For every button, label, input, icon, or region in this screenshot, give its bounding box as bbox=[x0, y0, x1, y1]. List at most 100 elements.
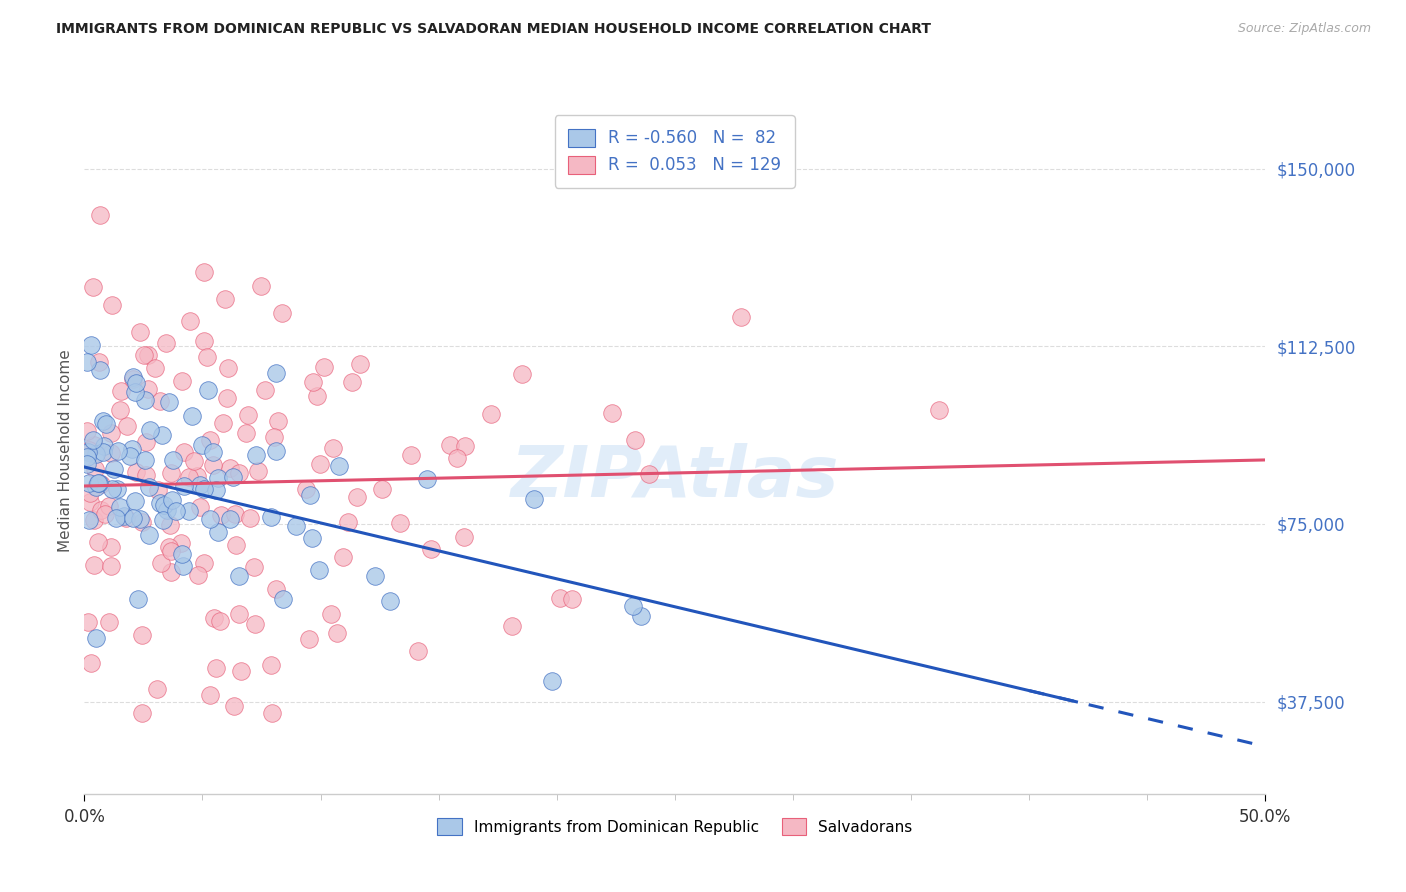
Point bbox=[93, 439, 115, 453]
Point bbox=[371, 483, 394, 497]
Point bbox=[205, 483, 228, 497]
Point bbox=[208, 614, 231, 628]
Point bbox=[76, 424, 98, 438]
Point bbox=[79, 338, 101, 352]
Point bbox=[94, 507, 117, 521]
Point bbox=[155, 335, 177, 350]
Point bbox=[93, 414, 115, 428]
Point bbox=[273, 592, 295, 607]
Point bbox=[228, 466, 250, 480]
Point bbox=[270, 306, 292, 320]
Text: IMMIGRANTS FROM DOMINICAN REPUBLIC VS SALVADORAN MEDIAN HOUSEHOLD INCOME CORRELA: IMMIGRANTS FROM DOMINICAN REPUBLIC VS SA… bbox=[56, 22, 931, 37]
Point bbox=[260, 657, 283, 672]
Point bbox=[134, 393, 156, 408]
Point bbox=[308, 563, 330, 577]
Point bbox=[228, 607, 250, 622]
Point bbox=[146, 681, 169, 696]
Point bbox=[149, 394, 172, 409]
Point bbox=[198, 688, 221, 702]
Point bbox=[162, 452, 184, 467]
Point bbox=[77, 445, 100, 459]
Point bbox=[299, 488, 322, 502]
Point bbox=[90, 502, 112, 516]
Point bbox=[193, 556, 215, 570]
Point bbox=[94, 417, 117, 431]
Point bbox=[222, 470, 245, 484]
Point bbox=[202, 445, 225, 459]
Point bbox=[188, 478, 211, 492]
Point bbox=[253, 383, 276, 397]
Point bbox=[139, 423, 162, 437]
Point bbox=[132, 348, 155, 362]
Point bbox=[98, 499, 121, 513]
Point bbox=[136, 382, 159, 396]
Point bbox=[179, 503, 201, 517]
Point bbox=[420, 541, 443, 556]
Point bbox=[624, 433, 647, 447]
Point bbox=[87, 534, 110, 549]
Point bbox=[165, 504, 187, 518]
Point bbox=[193, 334, 215, 348]
Point bbox=[79, 513, 101, 527]
Point bbox=[301, 375, 323, 389]
Point bbox=[200, 512, 222, 526]
Point bbox=[406, 644, 429, 658]
Point bbox=[122, 372, 145, 386]
Point bbox=[453, 530, 475, 544]
Point bbox=[157, 394, 180, 409]
Point bbox=[332, 550, 354, 565]
Point bbox=[156, 503, 179, 517]
Point bbox=[160, 565, 183, 579]
Point bbox=[131, 628, 153, 642]
Point bbox=[84, 480, 107, 494]
Point bbox=[245, 448, 267, 462]
Point bbox=[117, 418, 139, 433]
Point bbox=[84, 631, 107, 645]
Point bbox=[159, 544, 181, 558]
Point bbox=[202, 610, 225, 624]
Point bbox=[91, 445, 114, 459]
Point bbox=[90, 476, 112, 491]
Point bbox=[159, 517, 181, 532]
Point bbox=[190, 438, 212, 452]
Point bbox=[207, 524, 229, 539]
Point bbox=[103, 462, 125, 476]
Point bbox=[105, 511, 128, 525]
Point bbox=[267, 414, 290, 428]
Point bbox=[179, 314, 201, 328]
Point bbox=[134, 453, 156, 467]
Point bbox=[82, 433, 104, 447]
Point bbox=[122, 369, 145, 384]
Point bbox=[143, 360, 166, 375]
Point bbox=[180, 409, 202, 424]
Point bbox=[125, 376, 148, 390]
Point bbox=[173, 479, 195, 493]
Point bbox=[100, 540, 122, 554]
Point bbox=[98, 615, 121, 630]
Point bbox=[84, 461, 107, 475]
Point bbox=[561, 592, 583, 607]
Point bbox=[149, 556, 172, 570]
Point bbox=[328, 458, 350, 473]
Point bbox=[89, 362, 111, 376]
Point bbox=[79, 495, 101, 509]
Point bbox=[346, 491, 368, 505]
Point bbox=[204, 661, 226, 675]
Point bbox=[100, 298, 122, 312]
Point bbox=[87, 476, 110, 491]
Point bbox=[173, 444, 195, 458]
Point bbox=[112, 509, 135, 524]
Point bbox=[512, 367, 534, 381]
Point bbox=[243, 560, 266, 574]
Point bbox=[122, 511, 145, 525]
Point bbox=[87, 475, 110, 490]
Point bbox=[263, 430, 285, 444]
Point bbox=[157, 540, 180, 554]
Point bbox=[326, 626, 349, 640]
Point bbox=[172, 374, 194, 388]
Point bbox=[214, 293, 236, 307]
Point bbox=[264, 366, 287, 380]
Point bbox=[83, 438, 105, 452]
Point bbox=[118, 449, 141, 463]
Point bbox=[135, 435, 157, 450]
